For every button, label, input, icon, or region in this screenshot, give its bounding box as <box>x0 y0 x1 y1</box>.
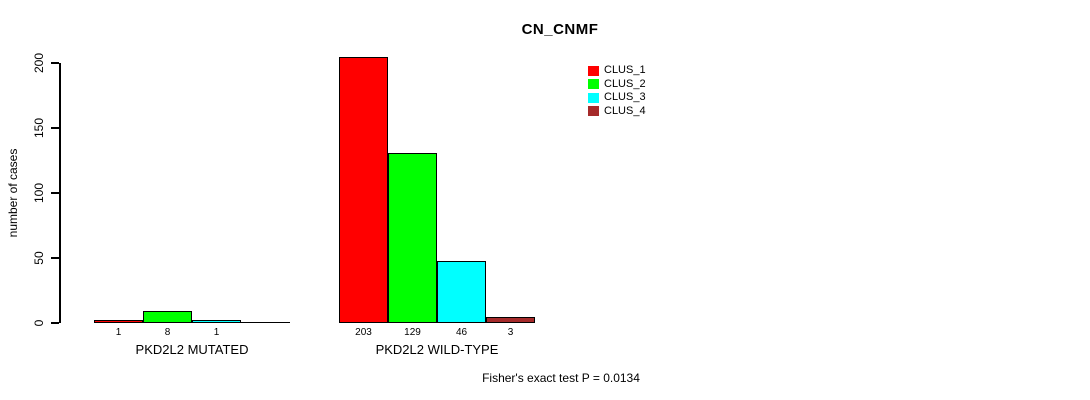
legend-swatch-icon <box>588 106 599 117</box>
legend-item-clus_1: CLUS_1 <box>588 64 646 78</box>
chart-title: CN_CNMF <box>521 21 599 38</box>
y-axis-line <box>59 63 61 323</box>
x-axis-group-label: PKD2L2 MUTATED <box>135 342 249 357</box>
bar-value-label: 1 <box>213 327 220 338</box>
legend: CLUS_1 CLUS_2 CLUS_3 CLUS_4 <box>588 64 646 118</box>
bar-value-label: 203 <box>355 327 372 338</box>
y-tick-mark <box>51 192 59 194</box>
legend-label: CLUS_3 <box>604 91 646 104</box>
bar-value-label: 46 <box>455 327 468 338</box>
x-axis-group-label: PKD2L2 WILD-TYPE <box>375 342 499 357</box>
legend-item-clus_3: CLUS_3 <box>588 91 646 105</box>
bar-clus_2-group1 <box>143 310 192 323</box>
y-tick-label: 50 <box>32 251 46 265</box>
legend-label: CLUS_1 <box>604 64 646 77</box>
y-tick-label: 150 <box>32 117 46 139</box>
y-tick-label: 100 <box>32 182 46 204</box>
bar-clus_3-group2 <box>437 261 486 323</box>
y-tick-label: 0 <box>32 319 46 327</box>
legend-swatch-icon <box>588 65 599 76</box>
bar-clus_4-group2 <box>486 317 535 323</box>
bar-value-label: 8 <box>164 327 171 338</box>
y-tick-mark <box>51 127 59 129</box>
annotation-text: Fisher's exact test P = 0.0134 <box>482 371 640 385</box>
legend-item-clus_4: CLUS_4 <box>588 105 646 119</box>
y-axis-label: number of cases <box>6 148 20 238</box>
y-tick-mark <box>51 322 59 324</box>
y-tick-mark <box>51 257 59 259</box>
y-tick-label: 200 <box>32 52 46 74</box>
bar-clus_2-group2 <box>388 153 437 323</box>
bar-clus_4-group1-zero <box>241 322 290 323</box>
bar-clus_1-group1 <box>94 319 143 323</box>
bar-value-label: 1 <box>115 327 122 338</box>
legend-swatch-icon <box>588 92 599 103</box>
y-tick-mark <box>51 62 59 64</box>
bar-value-label: 129 <box>404 327 421 338</box>
bar-clus_1-group2 <box>339 57 388 323</box>
legend-label: CLUS_4 <box>604 104 646 117</box>
legend-item-clus_2: CLUS_2 <box>588 78 646 92</box>
legend-swatch-icon <box>588 79 599 90</box>
legend-label: CLUS_2 <box>604 77 646 90</box>
bar-clus_3-group1 <box>192 319 241 323</box>
bar-value-label: 3 <box>507 327 514 338</box>
